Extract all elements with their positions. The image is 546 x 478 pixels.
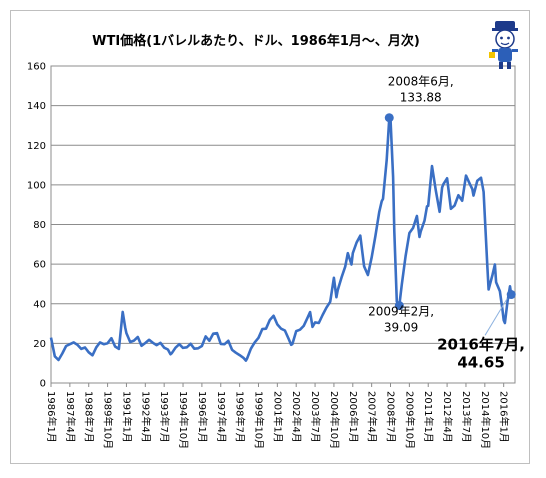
y-tick-label: 160	[27, 62, 46, 73]
x-tick-label: 1989年10月	[102, 391, 115, 449]
x-tick-label: 2003年7月	[309, 391, 322, 443]
x-axis: 1986年1月 1987年4月 1988年7月 1989年10月 1991年1月 1992…	[45, 383, 511, 449]
x-tick-label: 1987年4月	[64, 391, 77, 443]
annotation-value: 133.88	[400, 91, 442, 105]
y-tick-label: 20	[33, 339, 46, 350]
x-tick-label: 2004年10月	[328, 391, 341, 449]
annotation-label: 2009年2月,	[368, 304, 434, 318]
series-layer	[49, 116, 513, 362]
y-tick-label: 40	[33, 299, 46, 310]
x-tick-label: 1994年10月	[177, 391, 190, 449]
x-tick-label: 1993年7月	[158, 391, 171, 443]
mascot-icon	[489, 21, 518, 69]
x-tick-label: 1986年1月	[45, 391, 58, 443]
x-tick-label: 2011年1月	[422, 391, 435, 443]
annotation-label: 2008年6月,	[388, 75, 454, 89]
wti-price-chart: WTI価格(1バレルあたり、ドル、1986年1月～、月次) 0 20 40 60 80 1…	[27, 21, 525, 449]
x-tick-label: 2002年4月	[290, 391, 303, 443]
x-tick-label: 2008年7月	[385, 391, 398, 443]
annotation-marker	[506, 290, 516, 300]
x-tick-label: 1999年10月	[252, 391, 265, 449]
x-tick-label: 2014年10月	[479, 391, 492, 449]
chart-title: WTI価格(1バレルあたり、ドル、1986年1月～、月次)	[92, 33, 420, 49]
x-tick-label: 1988年7月	[83, 391, 96, 443]
x-tick-label: 1996年1月	[196, 391, 209, 443]
grid-lines	[50, 65, 516, 384]
y-tick-label: 60	[33, 260, 46, 271]
y-tick-label: 80	[33, 220, 46, 231]
annotation-label: 2016年7月,	[437, 335, 525, 353]
x-tick-label: 2012年4月	[441, 391, 454, 443]
x-tick-label: 1991年1月	[120, 391, 133, 443]
x-tick-label: 2009年10月	[403, 391, 416, 449]
x-tick-label: 1997年4月	[215, 391, 228, 443]
x-tick-label: 2001年1月	[271, 391, 284, 443]
series-line	[49, 116, 513, 362]
x-tick-label: 2007年4月	[366, 391, 379, 443]
annotation-leader-line	[484, 298, 508, 336]
annotation-marker	[384, 113, 394, 123]
x-tick-label: 2006年1月	[347, 391, 360, 443]
annotation-marker	[394, 301, 404, 311]
annotation-value: 39.09	[384, 320, 418, 334]
y-tick-label: 100	[27, 180, 46, 191]
y-axis: 0 20 40 60 80 100 120 140 160	[27, 62, 46, 390]
x-tick-label: 2016年1月	[498, 391, 511, 443]
y-tick-label: 0	[40, 379, 46, 390]
annotation-value: 44.65	[457, 353, 504, 371]
x-tick-label: 1992年4月	[139, 391, 152, 443]
chart-frame: WTI価格(1バレルあたり、ドル、1986年1月～、月次) 0 20 40 60 80 1…	[10, 10, 530, 464]
x-tick-label: 2013年7月	[460, 391, 473, 443]
y-tick-label: 140	[27, 101, 46, 112]
annotation-layer: 2008年6月, 133.88 2009年2月, 39.09 2016年7月,44.65	[368, 75, 525, 372]
y-tick-label: 120	[27, 141, 46, 152]
x-tick-label: 1998年7月	[234, 391, 247, 443]
